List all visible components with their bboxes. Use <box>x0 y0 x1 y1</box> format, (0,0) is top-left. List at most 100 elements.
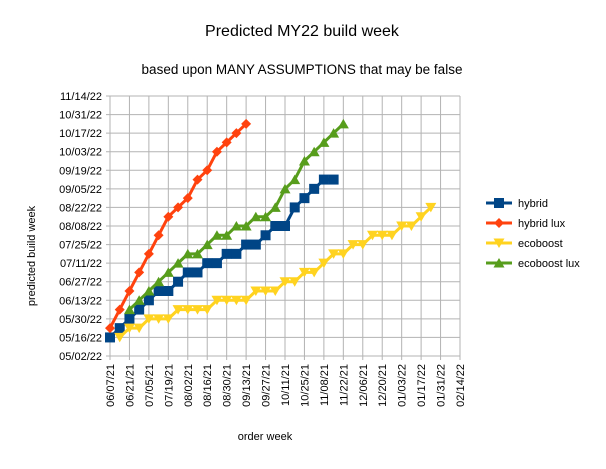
data-point-diamond <box>241 118 252 129</box>
data-point-triangle-down <box>337 249 349 259</box>
data-point-triangle-down <box>318 258 330 269</box>
data-point-triangle-up <box>143 286 155 296</box>
data-point-triangle-up <box>211 230 223 240</box>
y-tick-label: 08/08/22 <box>59 221 102 233</box>
data-point-square <box>221 248 232 259</box>
data-point-square <box>114 323 125 334</box>
data-point-square <box>143 295 154 306</box>
legend-label: hybrid <box>518 198 548 210</box>
y-tick-label: 07/25/22 <box>59 240 102 252</box>
y-tick-label: 07/11/22 <box>60 258 102 270</box>
data-point-square <box>318 174 329 185</box>
data-point-square <box>241 239 252 250</box>
data-point-diamond <box>114 304 125 315</box>
data-point-triangle-down <box>376 230 388 241</box>
y-axis-title: predicted build week <box>26 205 38 306</box>
data-point-triangle-down <box>153 314 165 324</box>
y-tick-label: 09/05/22 <box>59 184 102 196</box>
x-tick-label: 08/30/21 <box>222 364 234 407</box>
series-hybrid <box>105 174 339 343</box>
series-hybrid-lux <box>105 118 252 334</box>
y-tick-label: 08/22/22 <box>59 202 102 214</box>
y-tick-label: 10/31/22 <box>59 110 102 122</box>
data-point-square <box>182 267 193 278</box>
data-point-triangle-up <box>289 174 301 185</box>
data-point-square <box>153 286 164 296</box>
data-point-triangle-down <box>230 295 242 306</box>
data-point-triangle-down <box>114 332 126 343</box>
data-point-triangle-up <box>298 156 310 166</box>
data-point-square <box>494 198 504 208</box>
data-point-triangle-down <box>308 267 320 278</box>
x-tick-label: 06/07/21 <box>105 364 117 407</box>
data-point-triangle-down <box>357 240 369 250</box>
data-point-triangle-down <box>201 305 213 315</box>
y-tick-label: 05/02/22 <box>59 351 102 363</box>
data-point-square <box>309 183 320 194</box>
data-point-triangle-up <box>318 137 330 147</box>
data-point-triangle-down <box>415 212 427 222</box>
data-point-triangle-up <box>337 118 349 129</box>
data-point-triangle-up <box>240 221 252 231</box>
legend-label: ecoboost <box>518 238 563 250</box>
x-tick-label: 11/08/21 <box>319 364 331 406</box>
x-tick-label: 12/20/21 <box>377 364 389 407</box>
series-layer <box>105 118 437 343</box>
legend-item: ecoboost <box>486 238 563 250</box>
data-point-diamond <box>202 165 213 176</box>
data-point-triangle-down <box>386 230 398 241</box>
data-point-square <box>124 313 135 324</box>
data-point-triangle-down <box>279 277 291 287</box>
data-point-triangle-up <box>493 258 505 268</box>
data-point-triangle-up <box>192 248 203 259</box>
data-point-triangle-up <box>162 267 174 277</box>
data-point-triangle-down <box>133 323 145 334</box>
x-tick-label: 10/25/21 <box>299 364 311 407</box>
data-point-square <box>231 248 242 259</box>
x-tick-label: 06/21/21 <box>124 364 136 407</box>
legend-item: hybrid lux <box>486 218 566 230</box>
data-point-triangle-up <box>153 276 165 287</box>
data-point-triangle-down <box>289 277 301 287</box>
data-point-diamond <box>231 128 242 139</box>
data-point-triangle-down <box>182 305 194 315</box>
data-point-square <box>289 202 300 213</box>
data-point-diamond <box>105 323 115 334</box>
data-point-square <box>202 258 213 269</box>
data-point-triangle-down <box>250 286 262 296</box>
x-tick-label: 11/22/21 <box>338 364 350 406</box>
y-tick-label: 10/03/22 <box>59 147 102 159</box>
x-tick-label: 07/05/21 <box>144 364 156 407</box>
data-point-triangle-up <box>182 248 194 259</box>
data-point-diamond <box>153 230 164 241</box>
data-point-diamond <box>182 193 193 204</box>
x-tick-label: 09/27/21 <box>261 364 273 407</box>
y-tick-label: 05/30/22 <box>59 314 102 326</box>
data-point-triangle-down <box>298 267 310 278</box>
x-tick-label: 08/02/21 <box>183 364 195 407</box>
data-point-diamond <box>173 202 184 213</box>
y-tick-label: 05/16/22 <box>59 332 102 344</box>
chart-title: Predicted MY22 build week <box>205 23 400 40</box>
data-point-triangle-down <box>162 314 174 324</box>
data-point-square <box>192 267 203 278</box>
data-point-diamond <box>221 137 232 148</box>
data-point-square <box>260 230 271 241</box>
data-point-diamond <box>211 146 222 157</box>
data-point-square <box>163 286 174 296</box>
data-point-triangle-up <box>328 128 340 138</box>
data-point-square <box>173 276 184 287</box>
x-tick-label: 01/03/22 <box>397 364 409 407</box>
data-point-triangle-down <box>269 286 281 296</box>
data-point-square <box>270 221 281 231</box>
data-point-triangle-up <box>123 304 135 315</box>
legend: hybrid hybrid lux ecoboost ecoboost lux <box>486 198 580 270</box>
x-tick-label: 02/14/22 <box>455 364 467 407</box>
y-tick-label: 11/14/22 <box>60 91 102 103</box>
data-point-triangle-up <box>172 258 184 268</box>
y-tick-label: 06/27/22 <box>59 277 102 289</box>
x-tick-label: 08/16/21 <box>202 364 214 407</box>
legend-item: hybrid <box>486 198 548 210</box>
data-point-triangle-down <box>425 202 437 213</box>
